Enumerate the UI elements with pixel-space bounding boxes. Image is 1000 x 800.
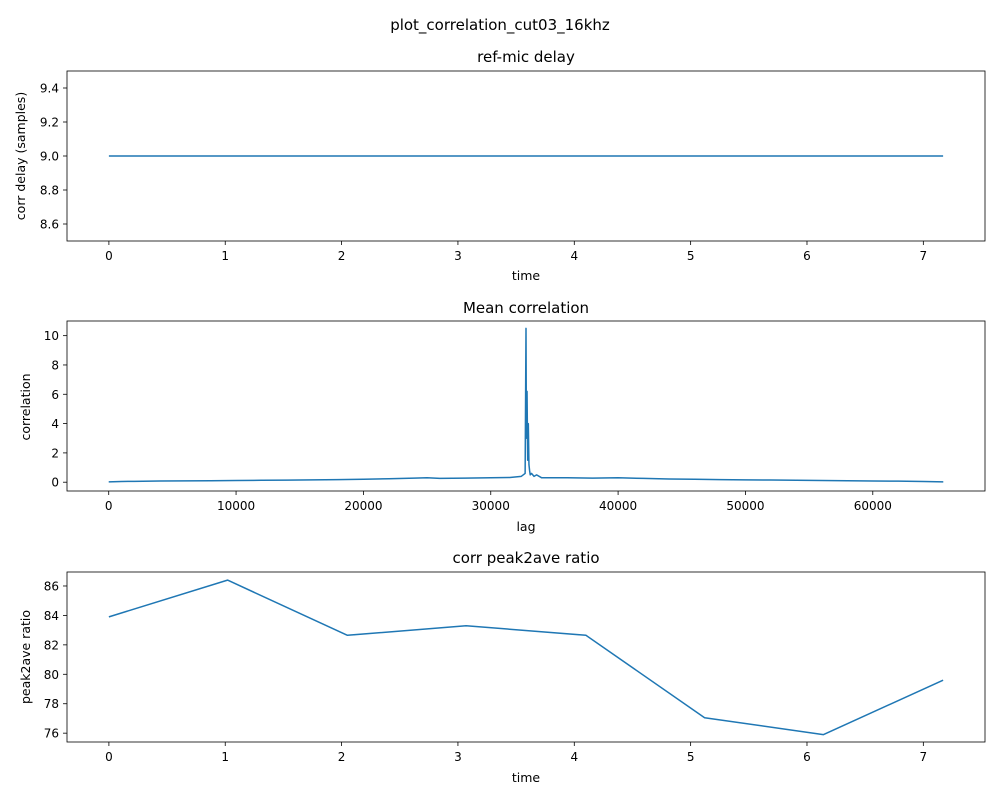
y-tick-label: 8: [51, 358, 59, 372]
plot-area: 0 1 2 3 4 5 6 7 8.6 8.8 9.0 9.2 9.4: [40, 70, 986, 263]
x-tick-label: 2: [338, 750, 346, 764]
x-tick-label: 1: [221, 750, 229, 764]
y-axis-label: peak2ave ratio: [18, 610, 33, 704]
x-tick-label: 7: [920, 249, 928, 263]
subplot-title: Mean correlation: [463, 299, 589, 317]
x-tick-label: 5: [687, 249, 695, 263]
x-tick-label: 3: [454, 249, 462, 263]
y-tick-label: 2: [51, 446, 59, 460]
y-tick-label: 9.4: [40, 82, 59, 96]
y-tick-label: 76: [44, 727, 59, 741]
y-axis-label: corr delay (samples): [13, 92, 28, 220]
y-tick-label: 8.8: [40, 184, 59, 198]
x-tick-label: 7: [920, 750, 928, 764]
x-tick-label: 4: [570, 249, 578, 263]
x-tick-label: 40000: [599, 499, 637, 513]
x-tick-label: 0: [105, 249, 113, 263]
y-tick-label: 86: [44, 579, 59, 593]
y-tick-label: 84: [44, 609, 59, 623]
x-tick-label: 30000: [472, 499, 510, 513]
y-tick-label: 9.0: [40, 150, 59, 164]
x-tick-label: 5: [687, 750, 695, 764]
y-tick-label: 0: [51, 476, 59, 490]
x-tick-label: 6: [803, 249, 811, 263]
subplot-mean-correlation: Mean correlation lag correlation 0 10000 2…: [18, 299, 986, 534]
plot-area: 0 10000 20000 30000 40000 50000 60000 0 2 4 6 8 10: [44, 320, 986, 513]
y-tick-label: 9.2: [40, 116, 59, 130]
y-tick-label: 6: [51, 388, 59, 402]
plot-area: 0 1 2 3 4 5 6 7 76 78 80 82 84 86: [44, 571, 986, 764]
x-axis-label: time: [512, 770, 541, 785]
axes-frame: [66, 320, 986, 492]
y-tick-label: 10: [44, 329, 59, 343]
subplot-peak2ave-ratio: corr peak2ave ratio time peak2ave ratio …: [18, 549, 986, 785]
y-tick-label: 8.6: [40, 218, 59, 232]
x-axis-label: lag: [516, 519, 535, 534]
x-tick-label: 0: [105, 499, 113, 513]
x-tick-label: 6: [803, 750, 811, 764]
figure-suptitle: plot_correlation_cut03_16khz: [390, 16, 610, 35]
x-tick-label: 0: [105, 750, 113, 764]
x-tick-label: 20000: [344, 499, 382, 513]
x-tick-label: 10000: [217, 499, 255, 513]
x-tick-label: 3: [454, 750, 462, 764]
subplot-title: corr peak2ave ratio: [452, 549, 599, 567]
x-axis-label: time: [512, 268, 541, 283]
series-line-0: [108, 327, 944, 483]
x-tick-label: 60000: [854, 499, 892, 513]
y-tick-label: 4: [51, 417, 59, 431]
axes-frame: [66, 571, 986, 743]
series-line-0: [108, 579, 944, 736]
subplot-title: ref-mic delay: [477, 48, 575, 66]
y-tick-label: 82: [44, 638, 59, 652]
x-tick-label: 2: [338, 249, 346, 263]
subplot-ref-mic-delay: ref-mic delay time corr delay (samples) …: [13, 48, 986, 283]
y-axis-label: correlation: [18, 373, 33, 440]
x-tick-label: 1: [221, 249, 229, 263]
x-tick-label: 4: [570, 750, 578, 764]
y-tick-label: 78: [44, 697, 59, 711]
y-tick-label: 80: [44, 668, 59, 682]
x-tick-label: 50000: [726, 499, 764, 513]
